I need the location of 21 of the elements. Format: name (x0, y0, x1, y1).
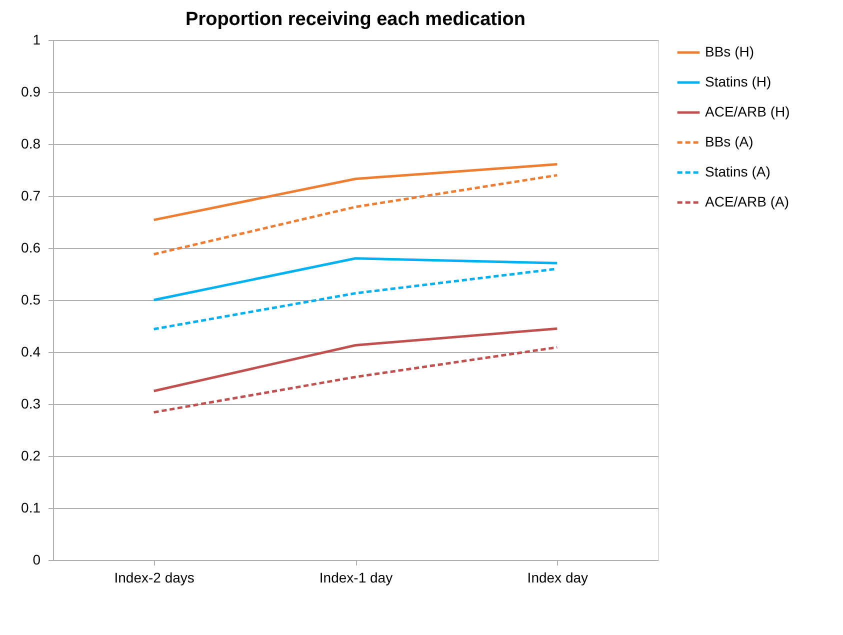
y-tick-label: 0.4 (21, 344, 41, 360)
legend-label: BBs (H) (705, 44, 754, 60)
y-tick-label: 0.8 (21, 136, 41, 152)
legend-label: BBs (A) (705, 134, 754, 150)
x-tick-label: Index-2 days (114, 570, 194, 586)
y-tick-label: 0.6 (21, 240, 41, 256)
y-tick-label: 0.5 (21, 292, 41, 308)
y-tick-label: 0.3 (21, 396, 41, 412)
y-tick-label: 0.9 (21, 84, 41, 100)
x-tick-label: Index-1 day (319, 570, 393, 586)
y-tick-label: 0 (32, 552, 41, 568)
y-tick-label: 0.1 (21, 500, 41, 516)
legend-label: ACE/ARB (A) (705, 194, 790, 210)
y-tick-label: 1 (32, 32, 41, 48)
chart-title: Proportion receiving each medication (186, 9, 526, 30)
y-tick-label: 0.2 (21, 448, 41, 464)
legend-label: Statins (H) (705, 74, 772, 90)
x-tick-label: Index day (527, 570, 588, 586)
y-tick-label: 0.7 (21, 188, 41, 204)
legend-label: ACE/ARB (H) (705, 104, 790, 120)
legend-label: Statins (A) (705, 164, 770, 180)
